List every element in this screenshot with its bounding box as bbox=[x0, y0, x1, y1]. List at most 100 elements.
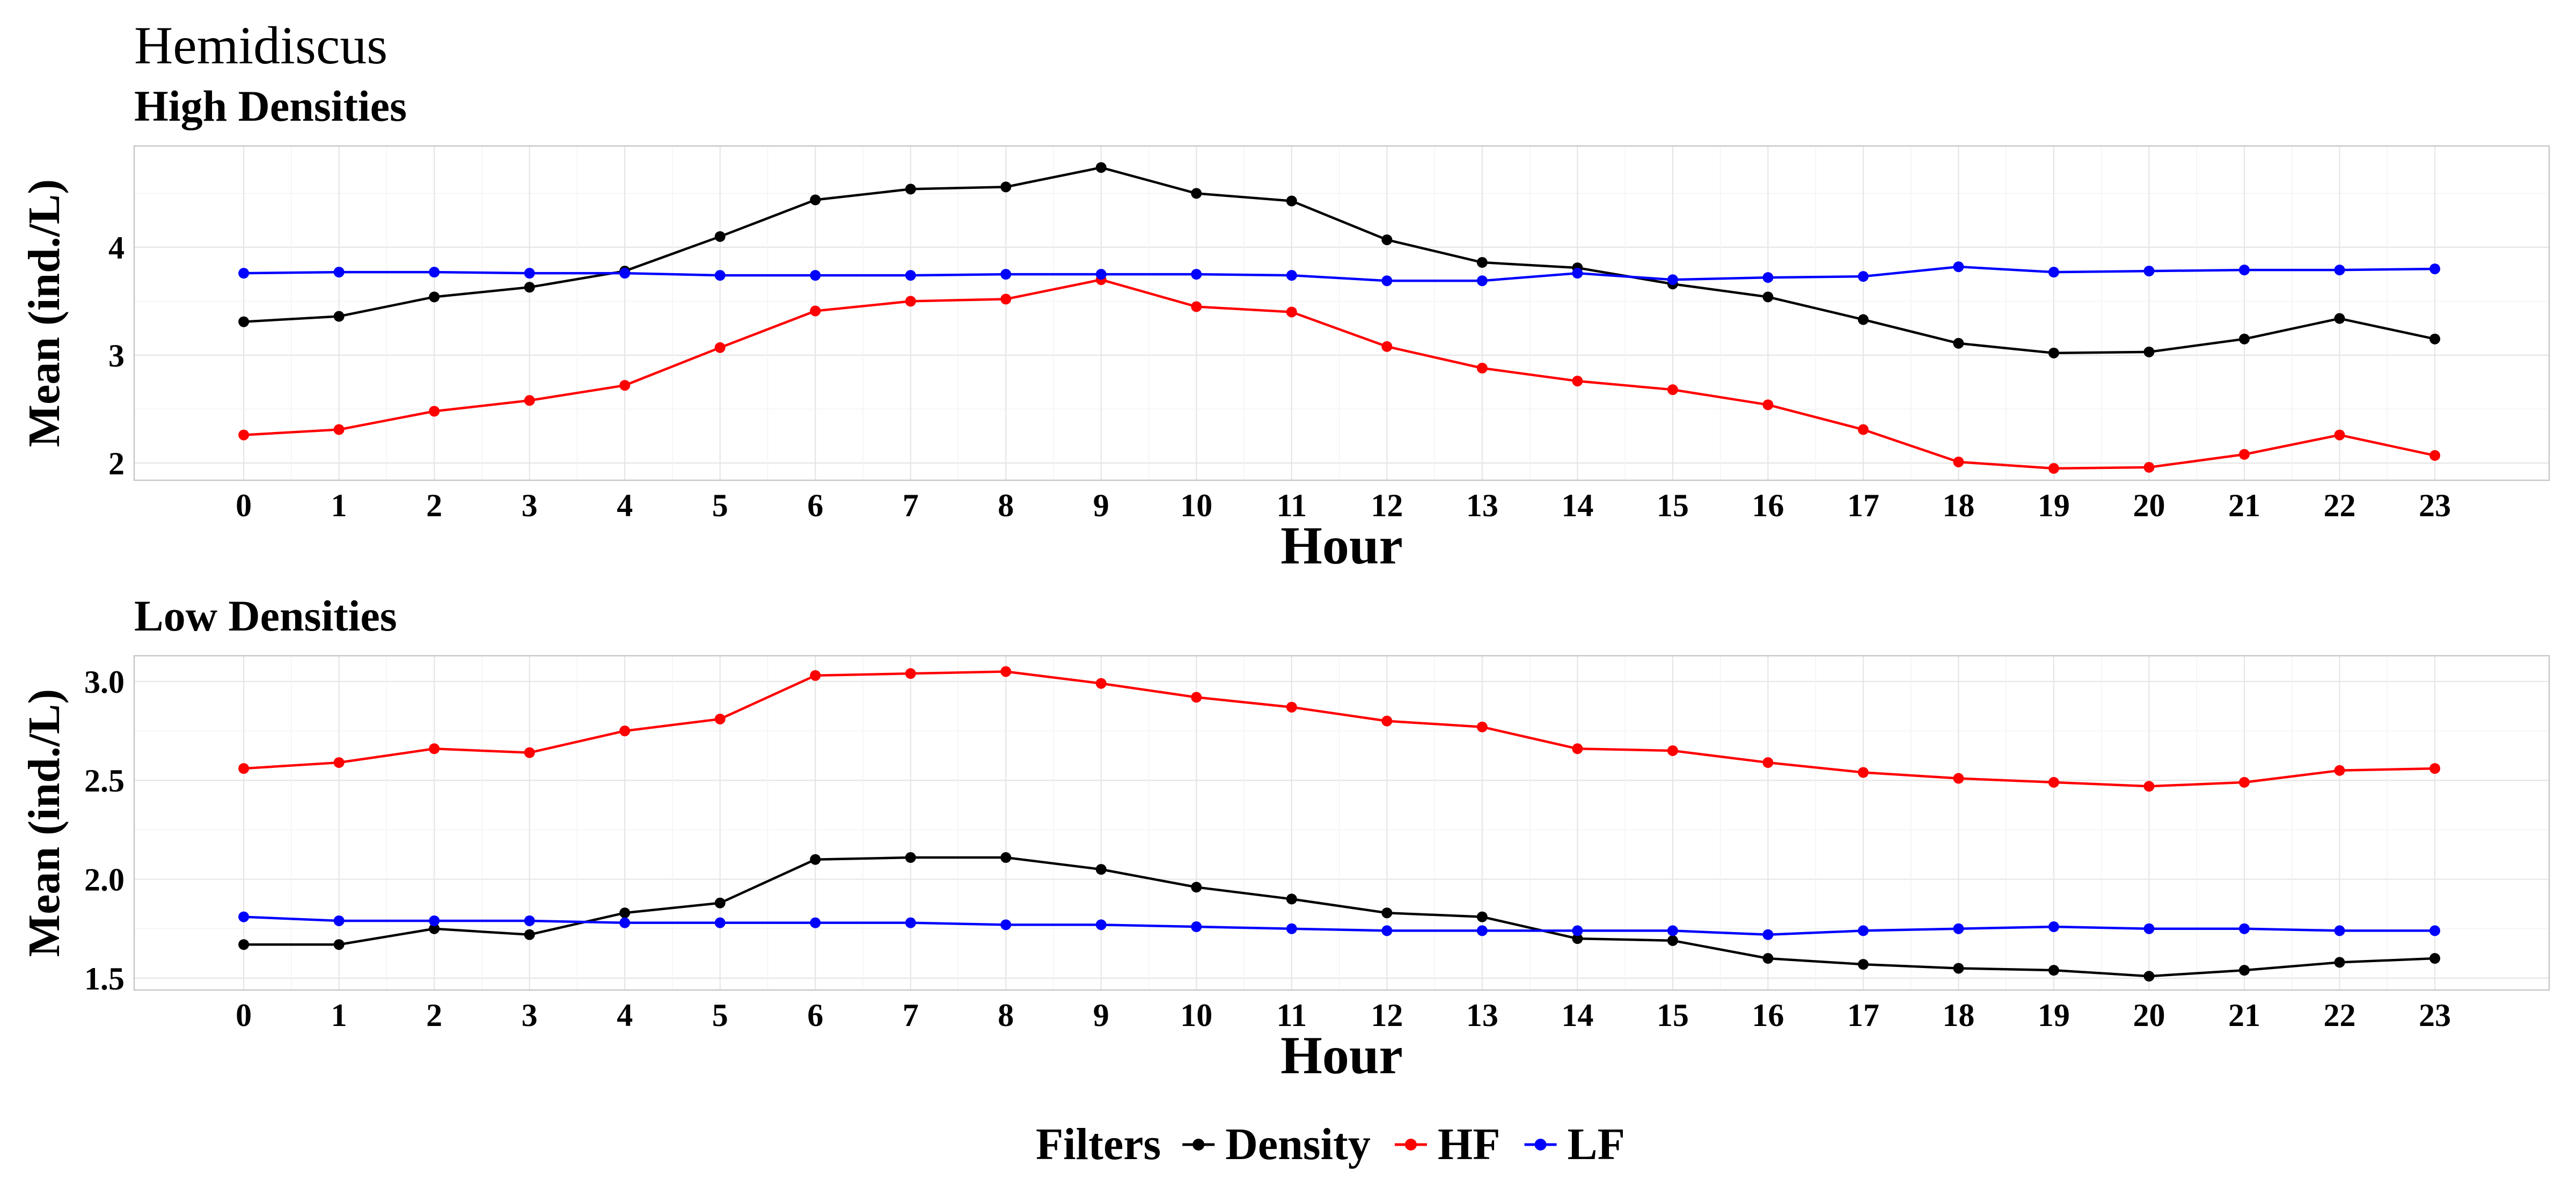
data-point bbox=[619, 907, 631, 919]
x-tick-label: 11 bbox=[1276, 998, 1307, 1033]
data-point bbox=[1953, 773, 1964, 784]
legend-key-lf bbox=[1524, 1139, 1557, 1150]
data-point bbox=[524, 268, 535, 279]
x-tick-label: 13 bbox=[1466, 998, 1498, 1033]
data-point bbox=[1667, 935, 1678, 946]
data-point bbox=[1191, 301, 1202, 312]
data-point bbox=[1953, 456, 1964, 467]
x-tick-label: 22 bbox=[2323, 488, 2355, 523]
data-point bbox=[905, 184, 916, 195]
x-tick-label: 20 bbox=[2133, 998, 2165, 1033]
x-tick-label: 4 bbox=[617, 998, 633, 1033]
x-tick-label: 3 bbox=[522, 998, 538, 1033]
x-tick-label: 4 bbox=[617, 488, 633, 523]
x-tick-label: 6 bbox=[807, 998, 823, 1033]
x-tick-label: 5 bbox=[712, 488, 728, 523]
data-point bbox=[2143, 781, 2155, 792]
data-point bbox=[2048, 965, 2059, 976]
x-tick-label: 9 bbox=[1093, 488, 1109, 523]
data-point bbox=[1381, 234, 1393, 245]
data-point bbox=[2048, 463, 2059, 474]
data-point bbox=[1191, 882, 1202, 893]
data-point bbox=[1857, 767, 1869, 778]
y-axis-title: Mean (ind./L) bbox=[19, 689, 69, 957]
data-point bbox=[333, 267, 345, 278]
data-point bbox=[2334, 265, 2345, 276]
data-point bbox=[1286, 923, 1297, 934]
x-tick-label: 15 bbox=[1657, 488, 1689, 523]
x-tick-label: 2 bbox=[426, 488, 442, 523]
series-line bbox=[244, 278, 2435, 470]
data-point bbox=[1476, 925, 1488, 936]
data-point bbox=[238, 429, 250, 441]
data-point bbox=[1191, 921, 1202, 933]
data-point bbox=[1381, 907, 1393, 919]
data-point bbox=[1381, 275, 1393, 287]
x-tick-label: 18 bbox=[1942, 998, 1974, 1033]
series-hf bbox=[238, 666, 2440, 792]
data-point bbox=[2429, 953, 2440, 964]
data-point bbox=[1000, 919, 1012, 930]
data-point bbox=[1667, 274, 1678, 285]
data-point bbox=[714, 231, 726, 242]
data-point bbox=[1381, 925, 1393, 936]
data-point bbox=[238, 268, 250, 279]
x-tick-label: 6 bbox=[807, 488, 823, 523]
data-point bbox=[2048, 921, 2059, 933]
x-tick-label: 20 bbox=[2133, 488, 2165, 523]
data-point bbox=[810, 305, 821, 317]
data-point bbox=[714, 917, 726, 928]
data-point bbox=[1381, 715, 1393, 727]
data-point bbox=[1286, 701, 1297, 713]
data-point bbox=[2334, 429, 2345, 441]
data-point bbox=[524, 929, 535, 940]
data-point bbox=[1762, 291, 1774, 303]
data-point bbox=[1095, 162, 1107, 173]
data-point bbox=[619, 380, 631, 391]
data-point bbox=[1857, 271, 1869, 282]
data-point bbox=[1476, 362, 1488, 373]
x-tick-label: 16 bbox=[1752, 998, 1784, 1033]
data-point bbox=[905, 296, 916, 307]
x-tick-label: 18 bbox=[1942, 488, 1974, 523]
data-point bbox=[2238, 776, 2250, 788]
data-point bbox=[810, 194, 821, 206]
series-density bbox=[238, 852, 2440, 982]
data-point bbox=[429, 915, 440, 926]
data-point bbox=[429, 743, 440, 754]
data-point bbox=[810, 670, 821, 681]
data-point bbox=[1857, 314, 1869, 325]
data-point bbox=[1000, 852, 1012, 863]
legend-label: HF bbox=[1438, 1119, 1501, 1169]
y-tick-label: 4 bbox=[108, 230, 125, 266]
data-point bbox=[333, 939, 345, 950]
x-tick-label: 7 bbox=[903, 488, 919, 523]
data-point bbox=[1572, 743, 1583, 754]
data-point bbox=[1476, 257, 1488, 268]
data-point bbox=[2334, 957, 2345, 968]
x-tick-label: 15 bbox=[1657, 998, 1689, 1033]
data-point bbox=[524, 915, 535, 926]
data-point bbox=[333, 757, 345, 768]
data-point bbox=[429, 291, 440, 303]
data-point bbox=[1191, 188, 1202, 199]
data-point bbox=[905, 270, 916, 281]
data-point bbox=[2143, 346, 2155, 357]
data-point bbox=[714, 270, 726, 281]
data-point bbox=[2238, 965, 2250, 976]
x-tick-label: 17 bbox=[1847, 998, 1879, 1033]
panel-title: Low Densities bbox=[134, 591, 397, 640]
data-point bbox=[1095, 864, 1107, 875]
data-point bbox=[524, 282, 535, 293]
data-point bbox=[1095, 269, 1107, 280]
data-point bbox=[524, 395, 535, 406]
data-point bbox=[1572, 925, 1583, 936]
y-tick-label: 3 bbox=[108, 338, 125, 373]
x-tick-label: 0 bbox=[236, 998, 252, 1033]
data-point bbox=[1572, 268, 1583, 279]
y-tick-label: 2.0 bbox=[84, 862, 125, 898]
data-point bbox=[2143, 923, 2155, 934]
y-tick-label: 2 bbox=[108, 446, 125, 481]
